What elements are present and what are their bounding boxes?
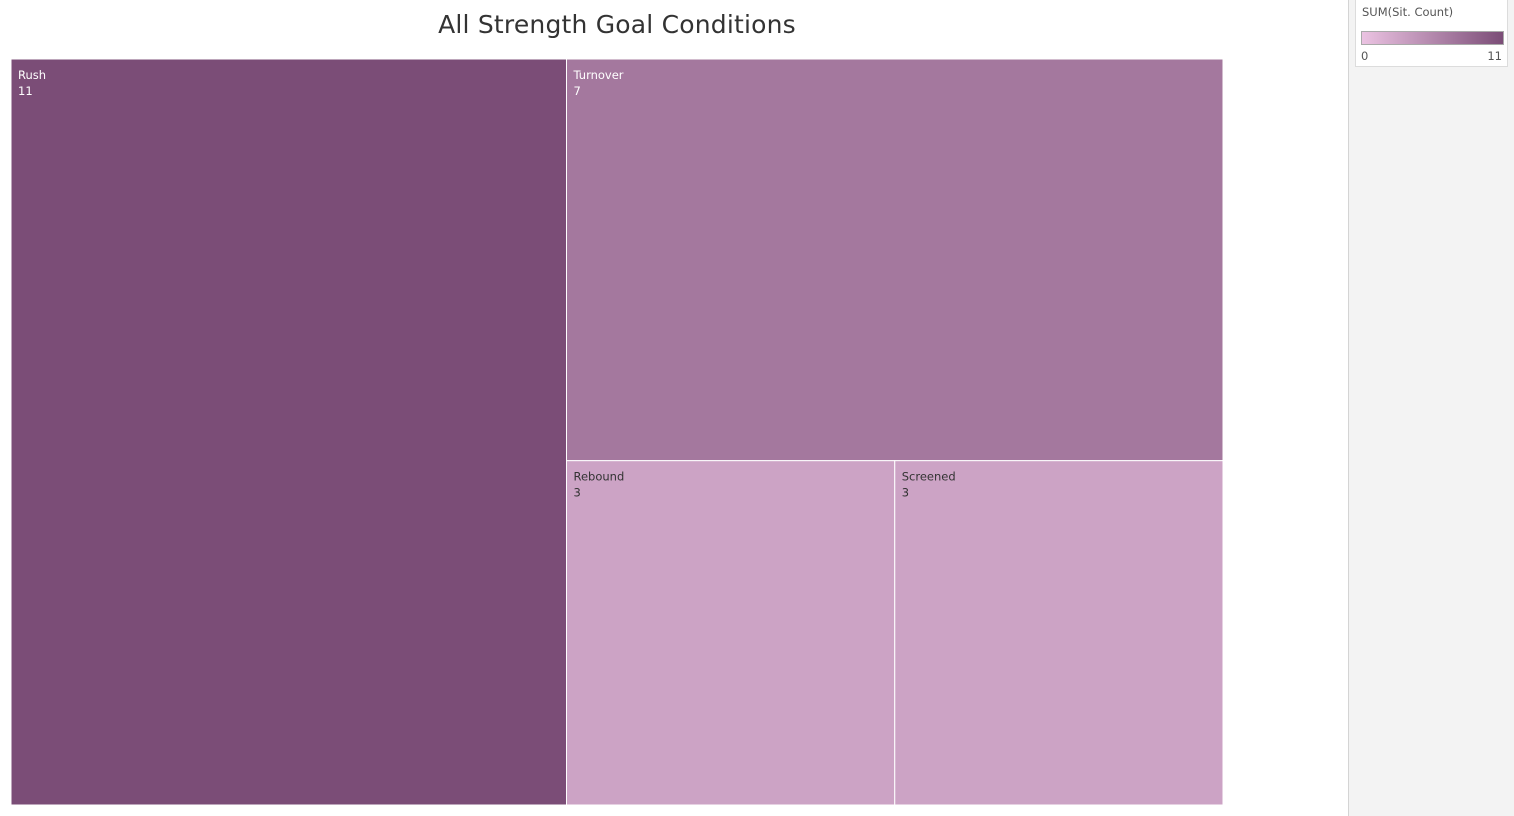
- legend-title: SUM(Sit. Count): [1362, 5, 1454, 19]
- color-legend[interactable]: SUM(Sit. Count) 0 11: [1355, 0, 1508, 67]
- treemap-rect-rush[interactable]: [10, 58, 567, 806]
- color-ramp: [1361, 31, 1504, 45]
- treemap-tiles: Rush 11 Turnover 7 Rebound 3 Screened 3: [10, 58, 1224, 806]
- treemap-rect-rebound[interactable]: [566, 460, 896, 806]
- treemap-value-screened: 3: [902, 486, 909, 500]
- legend-max-label: 11: [1487, 49, 1502, 63]
- treemap-rect-turnover[interactable]: [566, 58, 1224, 462]
- treemap-label-screened: Screened: [902, 470, 956, 484]
- treemap-tile-rebound[interactable]: Rebound 3: [566, 460, 896, 806]
- treemap-tile-screened[interactable]: Screened 3: [894, 460, 1224, 806]
- treemap-value-rush: 11: [18, 84, 33, 98]
- legend-panel: SUM(Sit. Count) 0 11: [1348, 0, 1514, 816]
- treemap-rect-screened[interactable]: [894, 460, 1224, 806]
- treemap-value-turnover: 7: [574, 84, 581, 98]
- treemap-chart: Rush 11 Turnover 7 Rebound 3 Screened 3: [10, 58, 1224, 806]
- chart-title: All Strength Goal Conditions: [438, 10, 796, 39]
- treemap-value-rebound: 3: [574, 486, 581, 500]
- treemap-tile-rush[interactable]: Rush 11: [10, 58, 567, 806]
- treemap-tile-turnover[interactable]: Turnover 7: [566, 58, 1224, 462]
- treemap-label-rebound: Rebound: [574, 470, 625, 484]
- legend-min-label: 0: [1361, 49, 1369, 63]
- treemap-label-rush: Rush: [18, 68, 46, 82]
- treemap-label-turnover: Turnover: [573, 68, 624, 82]
